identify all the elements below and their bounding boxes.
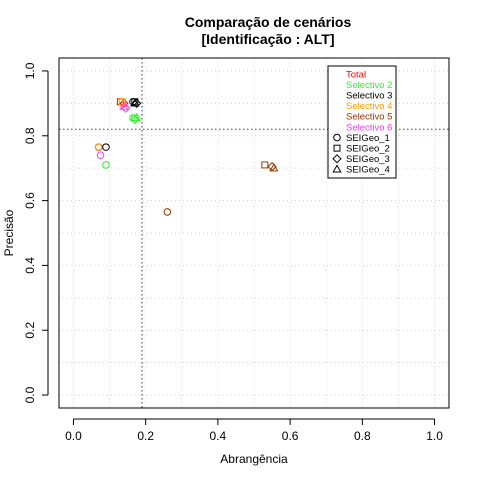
data-point xyxy=(94,143,103,151)
legend-marker-triangle xyxy=(332,164,342,173)
legend-entry-method: SEIGeo_1 xyxy=(346,133,390,144)
data-point xyxy=(102,161,110,169)
x-tick-label: 0.0 xyxy=(65,429,82,443)
legend-entry-method: SEIGeo_3 xyxy=(346,154,390,165)
plot-area xyxy=(58,57,450,409)
y-axis: 0.0 0.2 0.4 0.6 0.8 1.0 xyxy=(23,62,49,403)
x-tick-label: 0.4 xyxy=(210,429,227,443)
data-point xyxy=(96,151,105,160)
y-tick-label: 1.0 xyxy=(23,62,37,79)
y-tick-label: 0.8 xyxy=(23,127,37,144)
data-points xyxy=(94,97,279,216)
data-point xyxy=(130,98,140,107)
legend-entry-scenario: Selectivo 4 xyxy=(346,101,392,112)
legend-marker-square xyxy=(333,144,341,152)
x-tick-label: 1.0 xyxy=(426,429,443,443)
x-axis-label: Abrangência xyxy=(220,452,288,466)
legend-marker-diamond xyxy=(332,154,342,164)
data-point xyxy=(130,114,140,125)
data-point xyxy=(102,143,110,151)
data-point xyxy=(261,161,269,169)
legend-entry-method: SEIGeo_2 xyxy=(346,143,390,154)
y-tick-label: 0.0 xyxy=(23,386,37,403)
x-tick-label: 0.8 xyxy=(354,429,371,443)
data-point xyxy=(131,98,142,109)
y-tick-label: 0.4 xyxy=(23,257,37,274)
chart-subtitle: [Identificação : ALT] xyxy=(202,31,335,47)
x-tick-label: 0.6 xyxy=(282,429,299,443)
legend-box xyxy=(327,65,397,179)
legend-entry-scenario: Selectivo 2 xyxy=(346,80,392,91)
data-point xyxy=(121,103,131,113)
data-point xyxy=(119,98,129,109)
data-point xyxy=(163,208,172,216)
data-point xyxy=(131,112,142,122)
x-tick-label: 0.2 xyxy=(137,429,154,443)
legend-entry-scenario: Selectivo 5 xyxy=(346,112,392,123)
legend-entry-method: SEIGeo_4 xyxy=(346,165,390,176)
y-axis-label: Precisão xyxy=(2,209,16,256)
legend-marker-circle xyxy=(333,133,341,142)
chart-title: Comparação de cenários xyxy=(185,14,352,30)
legend-entry-scenario: Total xyxy=(346,69,366,80)
x-axis: 0.0 0.2 0.4 0.6 0.8 1.0 xyxy=(65,418,443,443)
legend-entry-scenario: Selectivo 3 xyxy=(346,90,392,101)
data-point xyxy=(119,101,129,110)
legend-entry-scenario: Selectivo 6 xyxy=(346,122,392,133)
y-tick-label: 0.6 xyxy=(23,192,37,209)
y-tick-label: 0.2 xyxy=(23,322,37,339)
data-point xyxy=(269,163,279,172)
